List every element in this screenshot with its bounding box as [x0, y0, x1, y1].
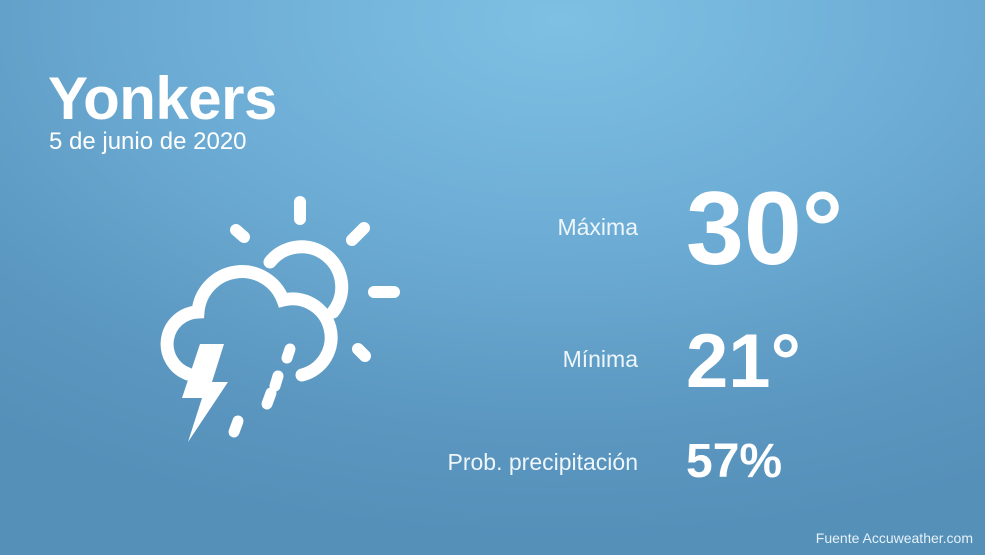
sun-arc-icon	[263, 240, 349, 319]
min-temp-label: Mínima	[562, 346, 638, 372]
max-temp-value: 30°	[686, 171, 844, 287]
sun-rays-icon	[230, 196, 400, 362]
cloud-icon	[160, 265, 338, 382]
precip-prob-label: Prob. precipitación	[447, 449, 639, 475]
min-temp-value: 21°	[686, 319, 801, 404]
raindrops-icon	[228, 343, 296, 438]
city-title: Yonkers	[48, 65, 277, 132]
precip-prob-value: 57%	[686, 435, 783, 488]
forecast-date: 5 de junio de 2020	[49, 128, 247, 155]
lightning-bolt-icon	[182, 344, 228, 442]
max-temp-label: Máxima	[557, 214, 638, 240]
source-credit: Fuente Accuweather.com	[815, 530, 973, 546]
